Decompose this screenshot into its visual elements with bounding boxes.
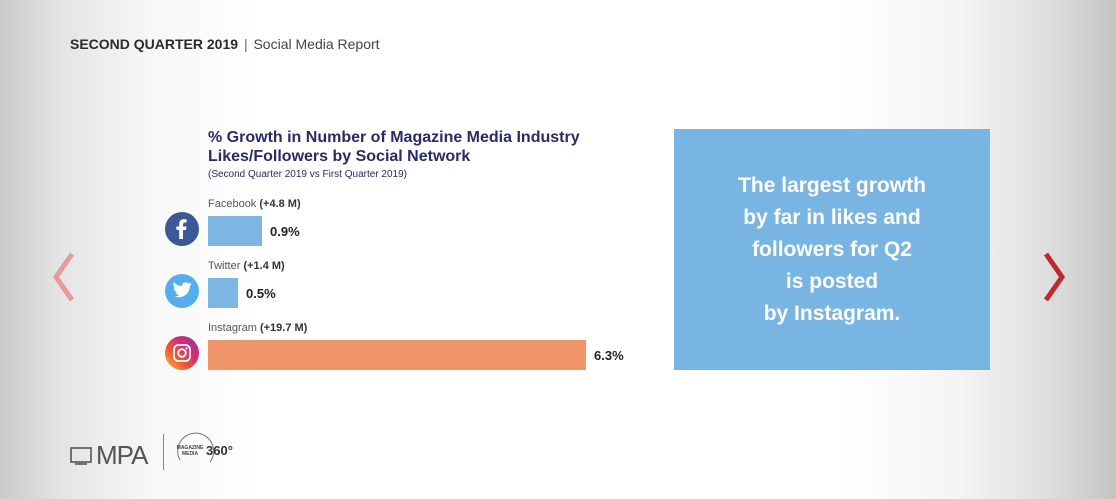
- facebook-icon: [165, 212, 199, 246]
- chevron-left-icon: [52, 252, 75, 302]
- insight-callout: The largest growth by far in likes and f…: [674, 129, 990, 370]
- next-slide-button[interactable]: [1040, 250, 1068, 304]
- mpa-monitor-icon: [70, 446, 92, 465]
- footer-divider: [163, 434, 164, 470]
- bar-row-facebook: Facebook (+4.8 M) 0.9%: [165, 198, 301, 246]
- category-label: Facebook (+4.8 M): [208, 198, 301, 210]
- chart-subtitle: (Second Quarter 2019 vs First Quarter 20…: [208, 169, 407, 180]
- bar-row-instagram: Instagram (+19.7 M) 6.3%: [165, 322, 624, 370]
- mpa-logo: MPA: [70, 440, 148, 471]
- callout-text: The largest growth by far in likes and f…: [738, 173, 926, 325]
- circle-arc-icon: [177, 432, 215, 463]
- mpa-logo-text: MPA: [96, 440, 148, 470]
- badge-360-text: 360°: [206, 443, 233, 458]
- value-label: 0.5%: [246, 286, 276, 301]
- bar-facebook: [208, 216, 262, 246]
- value-label: 6.3%: [594, 348, 624, 363]
- bar-instagram: [208, 340, 586, 370]
- twitter-icon: [165, 274, 199, 308]
- report-name: Social Media Report: [253, 36, 380, 52]
- report-period: SECOND QUARTER 2019: [70, 36, 239, 52]
- report-header: SECOND QUARTER 2019 | Social Media Repor…: [70, 36, 380, 52]
- magazine-media-360-logo: MAGAZINE MEDIA 360°: [174, 432, 234, 472]
- value-label: 0.9%: [270, 224, 300, 239]
- chart-title: % Growth in Number of Magazine Media Ind…: [208, 129, 580, 165]
- category-label: Twitter (+1.4 M): [208, 260, 285, 272]
- badge-small-text: MAGAZINE MEDIA: [176, 445, 204, 457]
- chevron-right-icon: [1043, 252, 1066, 302]
- category-label: Instagram (+19.7 M): [208, 322, 308, 334]
- bar-twitter: [208, 278, 238, 308]
- bar-row-twitter: Twitter (+1.4 M) 0.5%: [165, 260, 285, 308]
- previous-slide-button[interactable]: [50, 250, 78, 304]
- instagram-icon: [165, 336, 199, 370]
- header-separator: |: [243, 36, 248, 52]
